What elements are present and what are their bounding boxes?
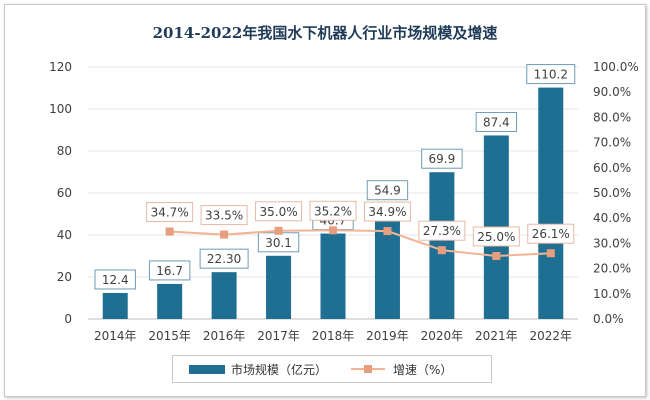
x-tick-label: 2020年 [421,329,464,343]
bar-value-label: 69.9 [429,152,456,166]
right-tick-label: 20.0% [593,262,631,276]
chart-title: 2014-2022年我国水下机器人行业市场规模及增速 [152,24,498,42]
line-marker [220,230,229,239]
growth-label-box [472,226,520,247]
right-tick-label: 50.0% [593,186,631,200]
bar [429,172,455,319]
left-tick-label: 80 [57,144,72,158]
growth-line-series [165,226,555,260]
bar-value-label: 30.1 [265,236,292,250]
line-marker [165,227,174,236]
growth-label-box [146,202,194,223]
left-axis-ticks: 0 20 40 60 80 100 120 [49,60,72,326]
line-marker [383,227,392,236]
bar-series [102,87,564,319]
growth-value-label: 35.2% [314,204,352,218]
left-tick-label: 0 [64,312,72,326]
x-tick-label: 2015年 [148,329,191,343]
bar-label-box [421,148,463,169]
bar-value-label: 22.30 [207,252,241,266]
x-tick-label: 2021年 [475,329,518,343]
bar [538,87,564,319]
bar-value-label: 16.7 [156,264,183,278]
bar [266,255,292,319]
left-tick-label: 120 [49,60,72,74]
line-marker [492,252,501,260]
bar [211,272,237,319]
line-marker [329,226,337,235]
right-tick-label: 100.0% [593,60,639,74]
bar-value-label: 54.9 [374,184,401,198]
growth-value-label: 25.0% [477,230,515,244]
bar-label-box [366,180,409,201]
right-tick-label: 30.0% [593,236,631,250]
x-tick-label: 2014年 [94,329,137,343]
right-tick-label: 10.0% [593,287,631,301]
growth-value-label: 35.0% [259,205,297,219]
x-tick-label: 2016年 [203,329,246,343]
bar-value-label: 110.2 [534,68,568,82]
line-marker [546,249,555,258]
bar-label-box [475,111,518,132]
bar-value-label: 87.4 [483,115,510,129]
bar-label-box [526,64,576,85]
bar [320,233,346,319]
bar-label-box [94,269,136,290]
x-tick-label: 2017年 [257,329,300,343]
bar [374,203,400,319]
left-tick-label: 60 [57,186,72,200]
x-tick-label: 2022年 [530,329,573,343]
right-tick-label: 40.0% [593,211,631,225]
growth-value-label: 26.1% [532,227,570,241]
x-tick-label: 2019年 [366,329,409,343]
right-tick-label: 80.0% [593,110,631,124]
right-tick-label: 60.0% [593,161,631,175]
bar [157,283,183,319]
growth-label-box [309,200,357,221]
legend-line-label: 增速（%） [393,363,453,377]
growth-value-label: 34.7% [151,206,189,220]
growth-label-box [363,201,411,222]
growth-line [169,229,551,258]
bar-value-label: 12.4 [102,273,129,287]
left-tick-label: 20 [57,270,72,284]
legend-bar-label: 市场规模（亿元） [231,363,328,377]
line-marker [274,226,283,235]
bar-label-box [148,260,191,281]
growth-label-box [255,201,303,222]
x-axis-ticks: 2014年 2015年 2016年 2017年 2018年 2019年 2020年 2021年… [94,329,572,343]
bar-label-box [199,248,249,269]
legend-bar-swatch [189,365,225,374]
right-tick-label: 90.0% [593,85,631,99]
right-axis-ticks: 0.0% 10.0% 20.0% 30.0% 40.0% 50.0% 60.0% 70.0% 8… [593,60,639,326]
growth-value-label: 27.3% [423,224,461,238]
growth-value-label: 33.5% [205,209,243,223]
growth-value-labels: 34.7% 33.5% 35.0% 35.2% 34.9% 27.3% 25.0% 26.1% [146,200,575,247]
legend: 市场规模（亿元） 增速（%） [172,355,492,383]
left-tick-label: 40 [57,228,72,242]
right-tick-label: 70.0% [593,136,631,150]
legend-line-marker [364,365,372,373]
growth-label-box [418,220,466,241]
growth-label-box [200,205,248,226]
growth-value-label: 34.9% [368,205,406,219]
x-tick-label: 2018年 [312,329,355,343]
growth-label-box [527,223,575,244]
bar [102,292,128,319]
line-marker [437,246,446,255]
right-tick-label: 0.0% [593,312,624,326]
left-tick-label: 100 [49,102,72,116]
